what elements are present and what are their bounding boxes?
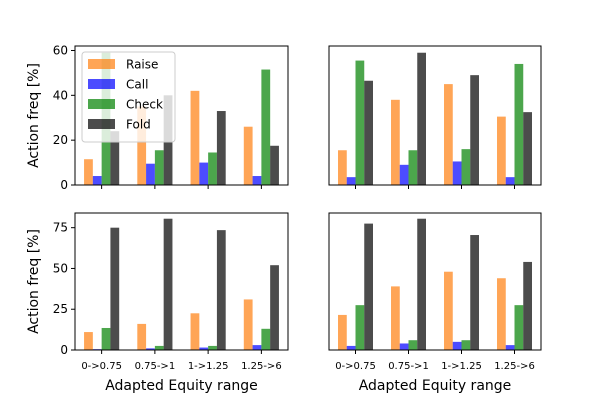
bar-fold-0 bbox=[364, 80, 373, 185]
y-tick-label: 25 bbox=[53, 302, 68, 316]
bar-call-3 bbox=[252, 345, 262, 350]
bar-check-2 bbox=[461, 149, 471, 185]
legend-label-raise: Raise bbox=[126, 58, 158, 72]
panel-frame bbox=[74, 45, 289, 186]
bar-raise-1 bbox=[391, 286, 400, 350]
x-tick-label: 1->1.25 bbox=[188, 361, 229, 372]
bar-call-2 bbox=[199, 162, 209, 185]
y-axis-label: Action freq [%] bbox=[26, 63, 42, 168]
panel-frame bbox=[328, 45, 542, 186]
x-tick-label: 1->1.25 bbox=[441, 361, 482, 372]
bar-call-3 bbox=[505, 177, 515, 185]
bar-raise-2 bbox=[444, 271, 453, 350]
bar-check-0 bbox=[101, 327, 111, 350]
bar-raise-2 bbox=[444, 84, 453, 185]
x-tick-label: 0->0.75 bbox=[335, 361, 376, 372]
bar-call-1 bbox=[399, 343, 409, 350]
bar-check-0 bbox=[355, 305, 365, 350]
y-tick-label: 0 bbox=[60, 343, 68, 357]
bar-fold-3 bbox=[270, 145, 279, 185]
panel-top-right bbox=[328, 45, 542, 189]
x-tick-label: 1.25->6 bbox=[494, 361, 535, 372]
bar-call-2 bbox=[452, 341, 462, 350]
bar-fold-0 bbox=[364, 223, 373, 350]
bar-check-2 bbox=[208, 152, 217, 185]
legend-swatch-call bbox=[88, 79, 115, 89]
bar-fold-2 bbox=[216, 230, 226, 351]
bar-fold-0 bbox=[110, 227, 120, 350]
bar-raise-0 bbox=[84, 332, 93, 350]
panel-frame bbox=[328, 212, 542, 351]
bar-call-0 bbox=[92, 176, 102, 185]
x-tick-label: 0.75->1 bbox=[135, 361, 176, 372]
bar-check-1 bbox=[408, 150, 418, 185]
bar-check-2 bbox=[461, 340, 471, 350]
bar-check-1 bbox=[154, 150, 164, 185]
legend: Raise Call Check Fold bbox=[81, 51, 176, 143]
bar-fold-1 bbox=[163, 218, 173, 350]
bar-call-1 bbox=[399, 164, 409, 185]
legend-swatch-check bbox=[88, 99, 115, 109]
x-axis-label: Adapted Equity range bbox=[359, 378, 512, 394]
bar-raise-3 bbox=[497, 116, 506, 185]
bar-raise-0 bbox=[84, 159, 93, 185]
bar-fold-0 bbox=[110, 131, 120, 185]
bar-raise-1 bbox=[391, 99, 400, 185]
y-tick-label: 0 bbox=[60, 178, 68, 192]
y-axis-label: Action freq [%] bbox=[26, 229, 42, 334]
panel-bottom-left: 0->0.75 0.75->1 1->1.25 1.25->6 0 25 50 75 Actio… bbox=[26, 212, 289, 394]
bar-call-2 bbox=[199, 347, 209, 350]
y-tick-label: 40 bbox=[53, 88, 68, 102]
legend-label-call: Call bbox=[126, 78, 148, 92]
bar-call-1 bbox=[146, 163, 155, 185]
bar-fold-1 bbox=[417, 52, 426, 186]
y-tick-label: 50 bbox=[53, 261, 68, 275]
bar-call-2 bbox=[452, 161, 462, 185]
bar-check-1 bbox=[154, 345, 164, 350]
bar-raise-3 bbox=[243, 126, 253, 185]
bar-call-0 bbox=[346, 177, 356, 185]
bar-raise-3 bbox=[497, 278, 506, 350]
legend-swatch-fold bbox=[88, 119, 115, 129]
y-tick-label: 60 bbox=[53, 43, 68, 57]
bar-call-0 bbox=[346, 345, 356, 350]
legend-label-fold: Fold bbox=[126, 118, 151, 132]
bar-fold-2 bbox=[216, 111, 226, 185]
legend-swatch-raise bbox=[88, 59, 115, 69]
bar-call-3 bbox=[505, 345, 515, 350]
x-tick-label: 0->0.75 bbox=[81, 361, 122, 372]
x-tick-label: 0.75->1 bbox=[388, 361, 429, 372]
bar-check-1 bbox=[408, 340, 418, 350]
bar-fold-1 bbox=[417, 218, 426, 350]
bar-raise-0 bbox=[338, 150, 347, 185]
bar-fold-2 bbox=[470, 75, 479, 185]
bar-call-3 bbox=[252, 176, 262, 185]
bar-raise-3 bbox=[243, 299, 253, 350]
y-tick-label: 20 bbox=[53, 133, 68, 147]
x-axis-label: Adapted Equity range bbox=[105, 378, 258, 394]
bar-check-3 bbox=[514, 63, 524, 185]
x-tick-label: 1.25->6 bbox=[241, 361, 282, 372]
bar-fold-3 bbox=[523, 261, 532, 350]
bar-raise-1 bbox=[137, 106, 147, 185]
bar-raise-2 bbox=[190, 313, 200, 350]
bar-check-3 bbox=[261, 69, 271, 185]
bar-raise-0 bbox=[338, 314, 347, 350]
bar-check-0 bbox=[355, 60, 365, 185]
y-tick-label: 75 bbox=[53, 221, 68, 235]
legend-label-check: Check bbox=[126, 98, 163, 112]
bar-call-1 bbox=[146, 348, 155, 350]
bar-check-3 bbox=[514, 305, 524, 350]
bar-raise-2 bbox=[190, 90, 200, 185]
panel-bottom-right: 0->0.75 0.75->1 1->1.25 1.25->6 Adapted Equi… bbox=[328, 212, 542, 394]
bar-fold-3 bbox=[523, 112, 532, 185]
bar-check-3 bbox=[261, 328, 271, 350]
bar-check-2 bbox=[208, 345, 217, 350]
bar-fold-2 bbox=[470, 235, 479, 350]
bar-fold-3 bbox=[270, 265, 279, 350]
bar-raise-1 bbox=[137, 323, 147, 350]
panel-frame bbox=[74, 212, 289, 351]
